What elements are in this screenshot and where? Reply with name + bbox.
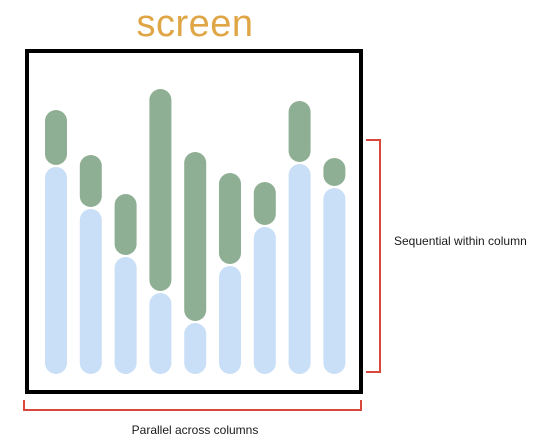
- column-9-blue-segment: [323, 188, 346, 374]
- sequential-label: Sequential within column: [394, 234, 527, 248]
- sequential-bracket: [366, 139, 381, 373]
- column-2-blue-segment: [79, 209, 102, 374]
- column-5-green-segment: [184, 152, 207, 321]
- column-8-blue-segment: [288, 164, 311, 374]
- column-5-blue-segment: [184, 323, 207, 374]
- column-6-blue-segment: [219, 266, 241, 374]
- screen-title: screen: [136, 3, 254, 45]
- column-6-green-segment: [219, 173, 241, 264]
- column-1-green-segment: [45, 110, 67, 165]
- column-7-blue-segment: [253, 227, 276, 374]
- column-8-green-segment: [288, 101, 311, 162]
- columns-group: [45, 89, 346, 374]
- column-3-blue-segment: [114, 257, 137, 374]
- column-1-blue-segment: [45, 167, 67, 374]
- screen-frame: [25, 49, 363, 394]
- column-9-green-segment: [323, 158, 346, 186]
- column-4-green-segment: [149, 89, 172, 291]
- column-4-blue-segment: [149, 293, 172, 374]
- parallel-label: Parallel across columns: [131, 423, 259, 437]
- column-2-green-segment: [79, 155, 102, 207]
- column-3-green-segment: [114, 194, 137, 255]
- parallel-bracket: [23, 400, 362, 411]
- column-7-green-segment: [253, 182, 276, 225]
